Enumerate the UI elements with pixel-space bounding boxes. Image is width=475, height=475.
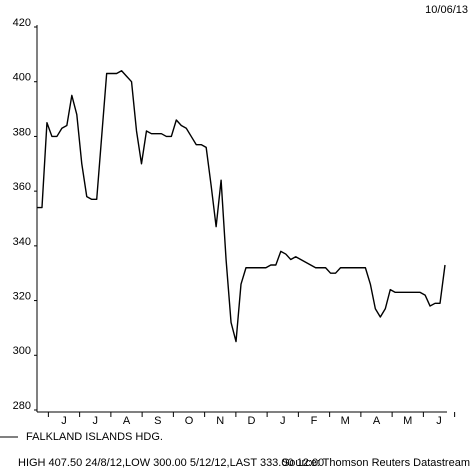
y-tick-label: 340 (13, 236, 31, 248)
y-tick-label: 320 (13, 290, 31, 302)
x-tick-label: D (248, 415, 256, 427)
x-tick-label: O (185, 415, 194, 427)
x-tick-label: M (403, 415, 412, 427)
x-tick-label: J (436, 415, 442, 427)
x-tick-label: A (373, 415, 381, 427)
source: Source: Thomson Reuters Datastream (282, 457, 470, 469)
x-tick-label: F (311, 415, 318, 427)
x-tick-label: A (123, 415, 131, 427)
y-tick-label: 420 (13, 17, 31, 29)
x-tick-label: N (216, 415, 224, 427)
x-tick-label: J (93, 415, 99, 427)
y-tick-label: 280 (13, 400, 31, 412)
x-tick-label: S (154, 415, 161, 427)
line-series (37, 70, 446, 343)
legend-label: FALKLAND ISLANDS HDG. (26, 431, 163, 443)
footer: HIGH 407.50 24/8/12,LOW 300.00 5/12/12,L… (18, 457, 324, 469)
y-tick-label: 360 (13, 181, 31, 193)
x-tick-label: J (61, 415, 67, 427)
y-tick-label: 400 (13, 72, 31, 84)
x-tick-label: M (341, 415, 350, 427)
y-tick-label: 380 (13, 126, 31, 138)
date: 10/06/13 (425, 4, 468, 16)
x-tick-label: J (280, 415, 286, 427)
y-tick-label: 300 (13, 345, 31, 357)
